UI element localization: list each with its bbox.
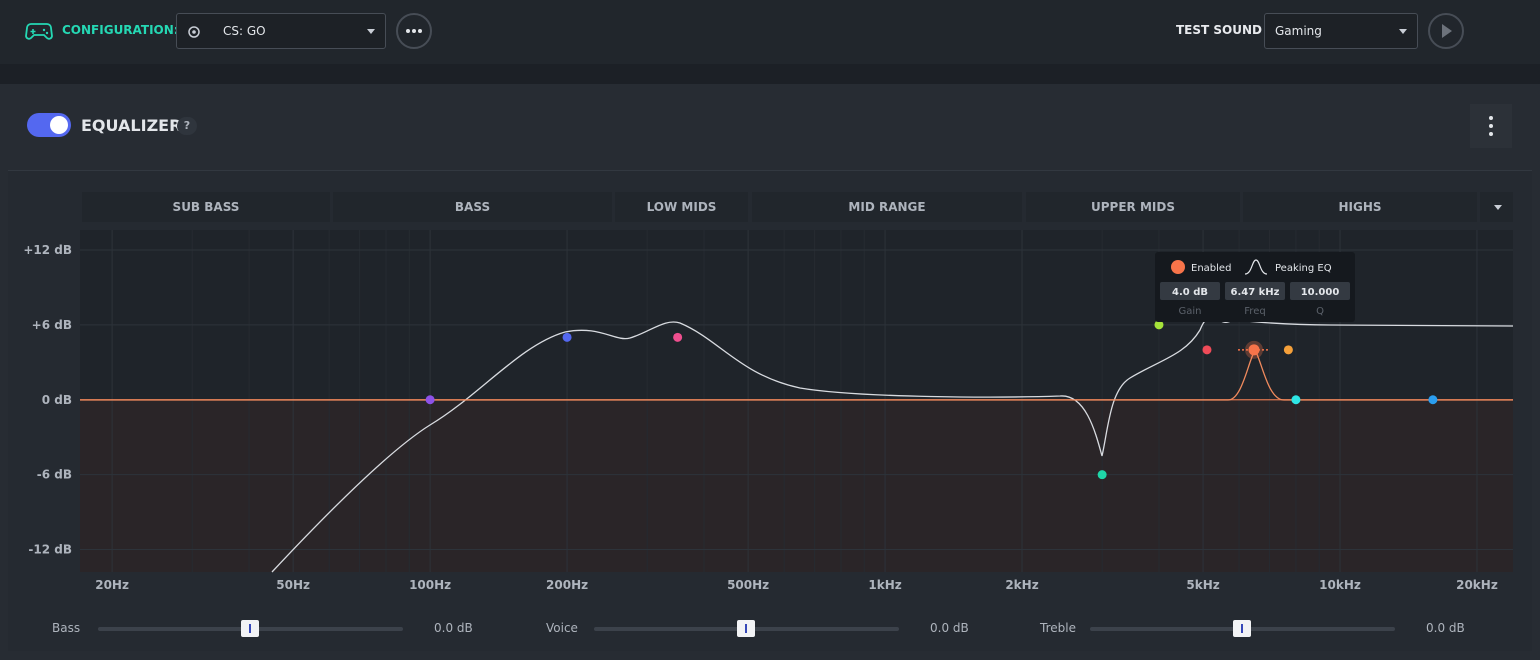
slider-value: 0.0 dB <box>434 621 473 635</box>
y-tick-label: +6 dB <box>32 318 72 332</box>
band-header[interactable]: MID RANGE <box>752 192 1022 222</box>
gain-field[interactable] <box>1160 282 1220 300</box>
band-header[interactable]: HIGHS <box>1243 192 1477 222</box>
q-caption: Q <box>1316 306 1324 317</box>
x-tick-label: 1kHz <box>868 578 901 592</box>
panel-menu[interactable] <box>1470 104 1512 148</box>
slider-value: 0.0 dB <box>1426 621 1465 635</box>
tooltip-status: Enabled <box>1191 263 1231 274</box>
x-tick-label: 10kHz <box>1319 578 1361 592</box>
steam-icon <box>188 26 200 38</box>
response-curve <box>271 316 1514 573</box>
freq-caption: Freq <box>1244 306 1265 317</box>
slider-thumb[interactable] <box>737 620 755 637</box>
dots <box>406 29 422 33</box>
x-tick-label: 2kHz <box>1005 578 1038 592</box>
y-tick-label: 0 dB <box>42 393 72 407</box>
menu-dots <box>1489 116 1493 136</box>
x-tick-label: 500Hz <box>727 578 769 592</box>
eq-point[interactable] <box>1154 320 1164 330</box>
eq-point[interactable] <box>1291 395 1301 405</box>
slider-thumb[interactable] <box>241 620 259 637</box>
slider-label: Bass <box>52 621 81 635</box>
x-tick-label: 20Hz <box>95 578 129 592</box>
x-tick-label: 50Hz <box>276 578 310 592</box>
configuration-label: CONFIGURATION: <box>62 23 179 37</box>
enabled-dot <box>1171 260 1185 274</box>
equalizer-toggle[interactable] <box>27 113 71 137</box>
divider <box>8 170 1532 171</box>
play-icon <box>1442 24 1452 38</box>
configuration-value: CS: GO <box>223 24 266 38</box>
eq-point[interactable] <box>562 332 572 342</box>
band-header[interactable]: BASS <box>333 192 612 222</box>
freq-field[interactable] <box>1225 282 1285 300</box>
eq-point[interactable] <box>1202 345 1212 355</box>
test-sound-select[interactable]: Gaming <box>1264 13 1418 49</box>
band-dropdown[interactable] <box>1480 192 1513 222</box>
eq-point[interactable] <box>1428 395 1438 405</box>
q-value: 10.000 <box>1301 287 1340 298</box>
play-button[interactable] <box>1428 13 1464 49</box>
band-header[interactable]: UPPER MIDS <box>1026 192 1240 222</box>
configuration-select[interactable]: CS: GO <box>176 13 386 49</box>
band-header[interactable]: LOW MIDS <box>615 192 748 222</box>
x-tick-label: 100Hz <box>409 578 451 592</box>
slider-thumb[interactable] <box>1233 620 1251 637</box>
tooltip: Enabled Peaking EQ 4.0 dB 6.47 kHz 10.00… <box>1155 252 1355 322</box>
band-header[interactable]: SUB BASS <box>82 192 330 222</box>
test-sound-label: TEST SOUND <box>1176 23 1262 37</box>
y-tick-label: -12 dB <box>28 543 72 557</box>
eq-point[interactable] <box>1248 344 1260 356</box>
y-tick-label: -6 dB <box>37 468 72 482</box>
gain-caption: Gain <box>1179 306 1202 317</box>
controller-icon <box>25 23 53 40</box>
peak-icon <box>1244 259 1268 275</box>
y-tick-label: +12 dB <box>23 243 72 257</box>
eq-point[interactable] <box>673 332 683 342</box>
more-button[interactable] <box>396 13 432 49</box>
slider-value: 0.0 dB <box>930 621 969 635</box>
test-sound-value: Gaming <box>1275 24 1322 38</box>
help-badge[interactable]: ? <box>177 117 197 135</box>
q-field[interactable] <box>1290 282 1350 300</box>
x-tick-label: 5kHz <box>1186 578 1219 592</box>
freq-value: 6.47 kHz <box>1231 287 1280 298</box>
eq-point[interactable] <box>1097 470 1107 480</box>
x-tick-label: 20kHz <box>1456 578 1498 592</box>
slider-label: Treble <box>1040 621 1076 635</box>
gain-value: 4.0 dB <box>1172 287 1208 298</box>
eq-point[interactable] <box>1283 345 1293 355</box>
x-tick-label: 200Hz <box>546 578 588 592</box>
tooltip-filter: Peaking EQ <box>1275 263 1332 274</box>
negative-region <box>80 399 1513 572</box>
slider-label: Voice <box>546 621 578 635</box>
eq-point[interactable] <box>425 395 435 405</box>
equalizer-title: EQUALIZER <box>81 116 182 135</box>
